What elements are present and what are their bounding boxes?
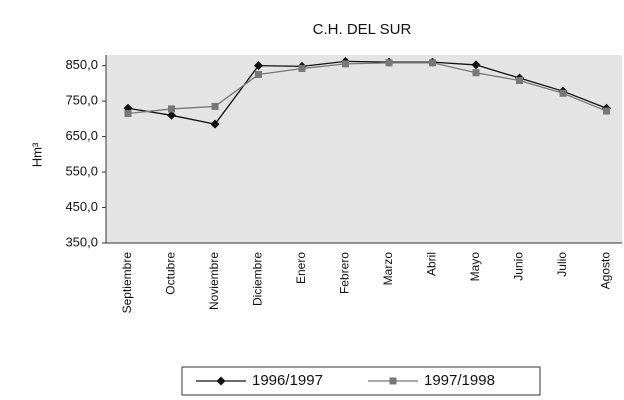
- y-tick-label: 350,0: [65, 234, 98, 249]
- y-tick-label: 550,0: [65, 163, 98, 178]
- point: [298, 64, 306, 72]
- point: [342, 60, 349, 68]
- point: [516, 77, 523, 85]
- y-axis-label: Hm³: [29, 142, 44, 167]
- x-tick-label: Agosto: [599, 252, 613, 290]
- point: [603, 107, 610, 115]
- y-tick-label: 750,0: [65, 93, 98, 108]
- point: [255, 71, 262, 79]
- x-tick-label: Febrero: [338, 252, 352, 294]
- x-tick-label: Mayo: [468, 252, 482, 282]
- point: [385, 59, 393, 67]
- point: [216, 376, 226, 386]
- legend-label: 1997/1998: [424, 372, 495, 389]
- x-tick-label: Enero: [294, 252, 308, 284]
- x-tick-label: Octubre: [164, 252, 178, 295]
- y-tick-label: 650,0: [65, 128, 98, 143]
- point: [429, 59, 436, 67]
- point: [559, 89, 567, 97]
- point: [254, 61, 263, 71]
- series-line: [127, 60, 607, 125]
- plot-area: [106, 55, 622, 243]
- point: [124, 110, 132, 118]
- x-tick-label: Diciembre: [251, 252, 265, 306]
- point: [210, 119, 220, 129]
- point: [389, 377, 397, 385]
- legend-label: 1996/1997: [252, 372, 323, 389]
- x-tick-label: Julio: [555, 252, 569, 277]
- point: [471, 60, 481, 70]
- x-tick-label: Noviembre: [207, 252, 221, 310]
- point: [211, 102, 219, 110]
- x-tick-label: Abril: [425, 252, 439, 276]
- point: [472, 69, 480, 77]
- x-tick-label: Junio: [512, 252, 526, 281]
- x-tick-label: Marzo: [381, 252, 395, 286]
- point: [168, 105, 175, 113]
- chart-title: C.H. DEL SUR: [313, 21, 412, 38]
- y-tick-label: 450,0: [65, 199, 98, 214]
- point: [167, 110, 176, 120]
- y-tick-label: 850,0: [65, 57, 98, 72]
- series-line: [127, 62, 607, 115]
- x-tick-label: Septiembre: [120, 252, 134, 314]
